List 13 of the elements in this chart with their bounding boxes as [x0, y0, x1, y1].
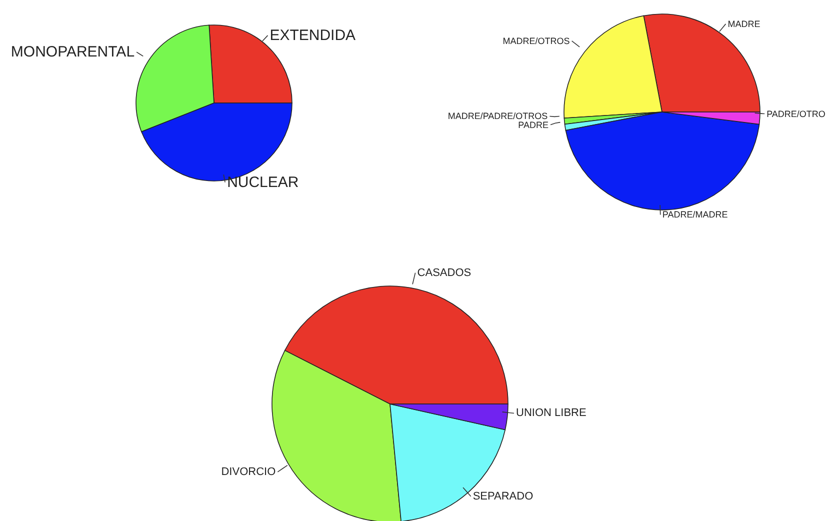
slice-label: PADRE [518, 120, 549, 130]
slice-label: UNION LIBRE [516, 407, 586, 420]
slice-label: MONOPARENTAL [10, 44, 135, 61]
slice-label: MADRE/PADRE/OTROS [448, 111, 548, 122]
slice-label: NUCLEAR [227, 174, 299, 191]
slice-label: DIVORCIO [221, 466, 276, 478]
slice-label: PADRE/OTRO [766, 108, 826, 119]
slice-label: MADRE/OTROS [502, 36, 570, 46]
slice-label: SEPARADO [472, 490, 534, 502]
slice-label: MADRE [728, 18, 760, 29]
slice-label: PADRE/MADRE [662, 210, 728, 220]
slice-label: CASADOS [417, 266, 472, 279]
slice-label: EXTENDIDA [270, 26, 356, 44]
